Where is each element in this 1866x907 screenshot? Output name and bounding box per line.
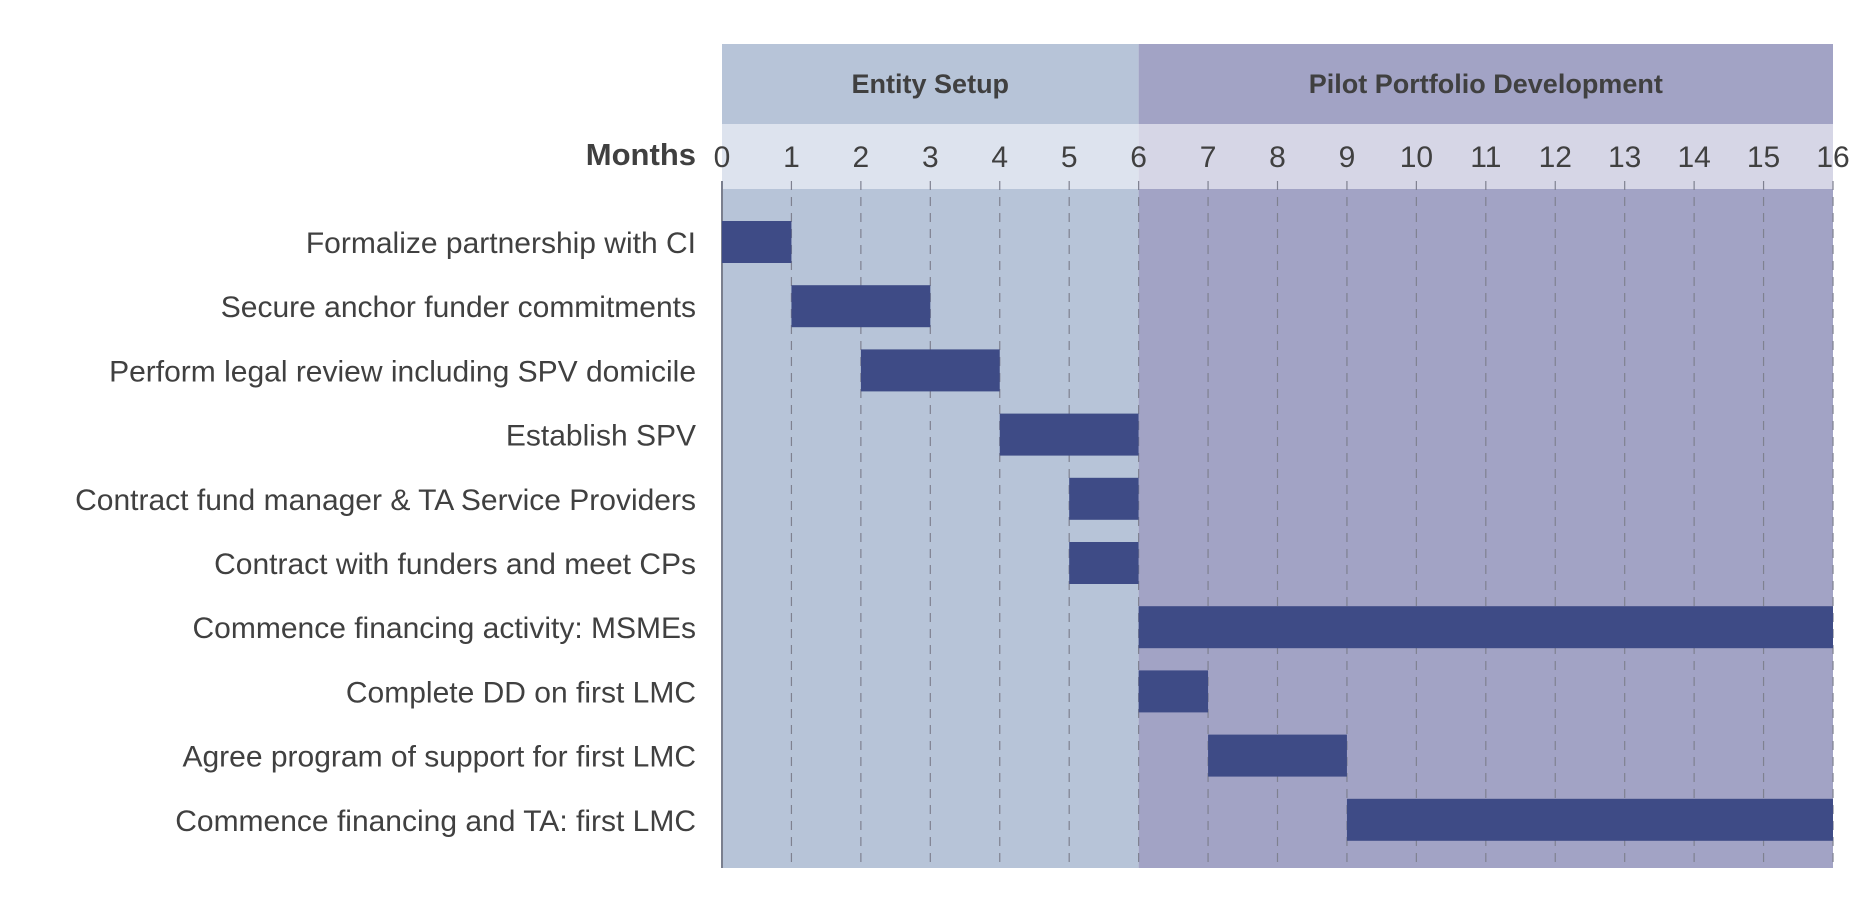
task-bar <box>722 221 792 263</box>
tick-label: 16 <box>1816 141 1849 174</box>
task-label: Complete DD on first LMC <box>346 676 696 709</box>
task-bar <box>860 349 1000 392</box>
task-label: Contract fund manager & TA Service Provi… <box>75 484 696 517</box>
tick-label: 8 <box>1269 141 1286 174</box>
task-label: Perform legal review including SPV domic… <box>109 355 696 388</box>
phase-backgrounds: Entity Setup Pilot Portfolio Development <box>722 44 1833 868</box>
task-label: Establish SPV <box>506 420 696 453</box>
task-label: Commence financing and TA: first LMC <box>175 805 696 838</box>
tick-label: 3 <box>922 141 939 174</box>
phase-header-bg <box>722 44 1139 124</box>
tick-label: 9 <box>1339 141 1356 174</box>
tick-label: 5 <box>1061 141 1078 174</box>
tick-label: 7 <box>1200 141 1217 174</box>
task-label: Commence financing activity: MSMEs <box>193 612 697 645</box>
task-label: Secure anchor funder commitments <box>221 291 696 324</box>
task-label: Contract with funders and meet CPs <box>214 548 696 581</box>
task-label: Agree program of support for first LMC <box>182 741 696 774</box>
tick-label: 10 <box>1400 141 1433 174</box>
task-bar <box>1138 670 1209 713</box>
month-axis: Months 0 1 2 3 4 5 6 7 8 9 10 11 12 13 14 15 16 <box>586 137 1850 174</box>
tick-label: 12 <box>1539 141 1572 174</box>
gridlines <box>721 181 1834 868</box>
axis-band <box>1138 124 1833 189</box>
task-bar <box>1138 606 1833 649</box>
task-bar <box>1069 477 1139 520</box>
task-bar <box>791 285 931 328</box>
tick-label: 0 <box>714 141 731 174</box>
tick-label: 6 <box>1130 141 1147 174</box>
task-labels: Formalize partnership with CI Secure anch… <box>75 227 696 838</box>
tick-label: 4 <box>991 141 1008 174</box>
tick-label: 15 <box>1747 141 1780 174</box>
tick-label: 13 <box>1608 141 1641 174</box>
axis-band <box>722 124 1139 189</box>
tick-label: 11 <box>1470 141 1501 174</box>
phase-title: Pilot Portfolio Development <box>1309 69 1663 99</box>
phase-header-bg <box>1138 44 1833 124</box>
task-bars <box>722 221 1833 841</box>
task-bar <box>999 413 1139 456</box>
task-label: Formalize partnership with CI <box>306 227 696 260</box>
tick-label: 1 <box>783 141 800 174</box>
task-bar <box>1069 542 1139 584</box>
axis-label: Months <box>586 137 696 172</box>
tick-label: 14 <box>1677 141 1710 174</box>
task-bar <box>1208 734 1347 777</box>
phase-title: Entity Setup <box>852 69 1010 99</box>
tick-label: 2 <box>853 141 870 174</box>
task-bar <box>1346 798 1833 841</box>
